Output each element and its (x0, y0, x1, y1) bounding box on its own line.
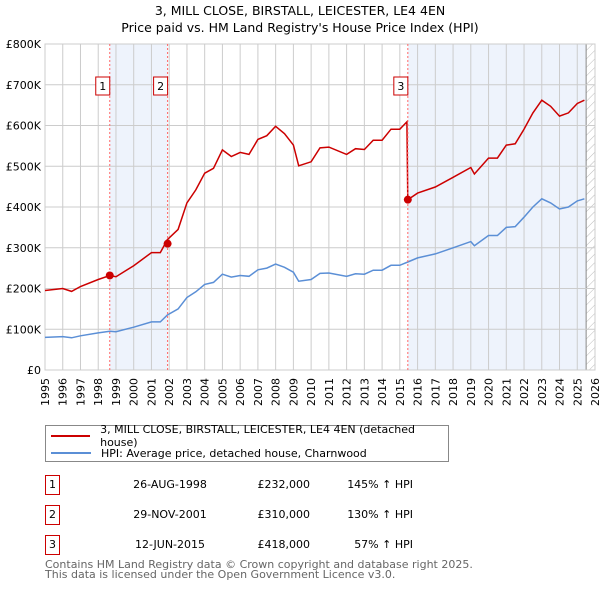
legend-label-hpi: HPI: Average price, detached house, Char… (101, 446, 367, 460)
x-tick-label: 2003 (181, 378, 194, 406)
chart-subtitle: Price paid vs. HM Land Registry's House … (121, 20, 479, 35)
y-tick-label: £200K (6, 283, 42, 296)
transaction-date: 26-AUG-1998 (133, 478, 207, 491)
x-tick-label: 2000 (128, 378, 141, 406)
y-tick-label: £800K (6, 38, 42, 51)
transaction-row: 2 29-NOV-2001 £310,000 130% ↑ HPI (45, 505, 465, 525)
sale-label: 1 (99, 80, 106, 93)
legend-item-hpi: HPI: Average price, detached house, Char… (51, 445, 367, 461)
transaction-price: £310,000 (257, 508, 311, 521)
x-tick-label: 2001 (145, 378, 158, 406)
sale-point (163, 239, 172, 248)
y-tick-label: £500K (6, 160, 42, 173)
x-tick-label: 2017 (429, 378, 442, 406)
sale-label-box (153, 76, 169, 96)
transaction-hpi: 57% ↑ HPI (354, 538, 413, 551)
x-tick-label: 1996 (57, 378, 70, 406)
x-tick-label: 2012 (341, 378, 354, 406)
x-tick-label: 2014 (376, 378, 389, 406)
x-tick-label: 2018 (447, 378, 460, 406)
chart-legend: 3, MILL CLOSE, BIRSTALL, LEICESTER, LE4 … (45, 423, 449, 462)
transaction-date: 29-NOV-2001 (133, 508, 207, 521)
x-tick-label: 2005 (216, 378, 229, 406)
plot-frame (44, 43, 596, 371)
x-tick-label: 2026 (589, 378, 600, 406)
x-tick-label: 2002 (163, 378, 176, 406)
sale-label-box (393, 76, 409, 96)
x-tick-label: 2010 (305, 378, 318, 406)
attribution-line-2: This data is licensed under the Open Gov… (45, 568, 396, 581)
transaction-row: 3 12-JUN-2015 £418,000 57% ↑ HPI (45, 535, 465, 555)
transaction-row: 1 26-AUG-1998 £232,000 145% ↑ HPI (45, 475, 465, 495)
x-tick-label: 2025 (571, 378, 584, 406)
attribution-line-1: Contains HM Land Registry data © Crown c… (45, 558, 473, 571)
transaction-hpi: 130% ↑ HPI (347, 508, 413, 521)
series-line-hpi (44, 197, 585, 339)
x-tick-label: 2016 (412, 378, 425, 406)
x-tick-label: 2004 (199, 378, 212, 406)
legend-item-property: 3, MILL CLOSE, BIRSTALL, LEICESTER, LE4 … (51, 423, 448, 449)
transaction-hpi: 145% ↑ HPI (347, 478, 413, 491)
x-tick-label: 2007 (252, 378, 265, 406)
x-tick-label: 2008 (270, 378, 283, 406)
x-tick-label: 2015 (394, 378, 407, 406)
x-tick-label: 1995 (39, 378, 52, 406)
legend-swatch-hpi (51, 452, 91, 454)
x-tick-label: 2022 (518, 378, 531, 406)
series-line-property (44, 99, 585, 293)
sale-label: 3 (397, 80, 404, 93)
sale-label-box (95, 76, 111, 96)
transaction-number: 3 (45, 535, 60, 555)
attribution: Contains HM Land Registry data © Crown c… (45, 558, 473, 581)
transaction-price: £418,000 (257, 538, 311, 551)
legend-swatch-property (51, 435, 91, 437)
x-tick-label: 2009 (287, 378, 300, 406)
x-tick-label: 1997 (74, 378, 87, 406)
sale-point (403, 195, 412, 204)
chart-title: 3, MILL CLOSE, BIRSTALL, LEICESTER, LE4 … (154, 3, 446, 18)
x-tick-label: 2023 (536, 378, 549, 406)
transaction-date: 12-JUN-2015 (134, 538, 206, 551)
x-tick-label: 2019 (465, 378, 478, 406)
x-tick-label: 2024 (554, 378, 567, 406)
price-chart: 1995 1996 1997 1998 1999 2000 2001 2002 2003 2004… (6, 38, 600, 406)
x-tick-label: 1999 (110, 378, 123, 406)
transaction-number: 2 (45, 505, 60, 525)
y-tick-label: £600K (6, 120, 42, 133)
sale-point (105, 271, 114, 280)
x-tick-label: 2020 (483, 378, 496, 406)
transaction-number: 1 (45, 475, 60, 495)
legend-label-property: 3, MILL CLOSE, BIRSTALL, LEICESTER, LE4 … (100, 423, 416, 449)
x-tick-label: 2021 (500, 378, 513, 406)
x-tick-label: 1998 (92, 378, 105, 406)
y-tick-label: £300K (6, 242, 42, 255)
transaction-price: £232,000 (257, 478, 311, 491)
x-tick-label: 2006 (234, 378, 247, 406)
sale-label: 2 (157, 80, 164, 93)
x-tick-label: 2013 (358, 378, 371, 406)
x-tick-label: 2011 (323, 378, 336, 406)
y-tick-label: £0 (27, 364, 41, 377)
y-tick-label: £700K (6, 79, 42, 92)
y-tick-label: £100K (6, 323, 42, 336)
y-tick-label: £400K (6, 201, 42, 214)
